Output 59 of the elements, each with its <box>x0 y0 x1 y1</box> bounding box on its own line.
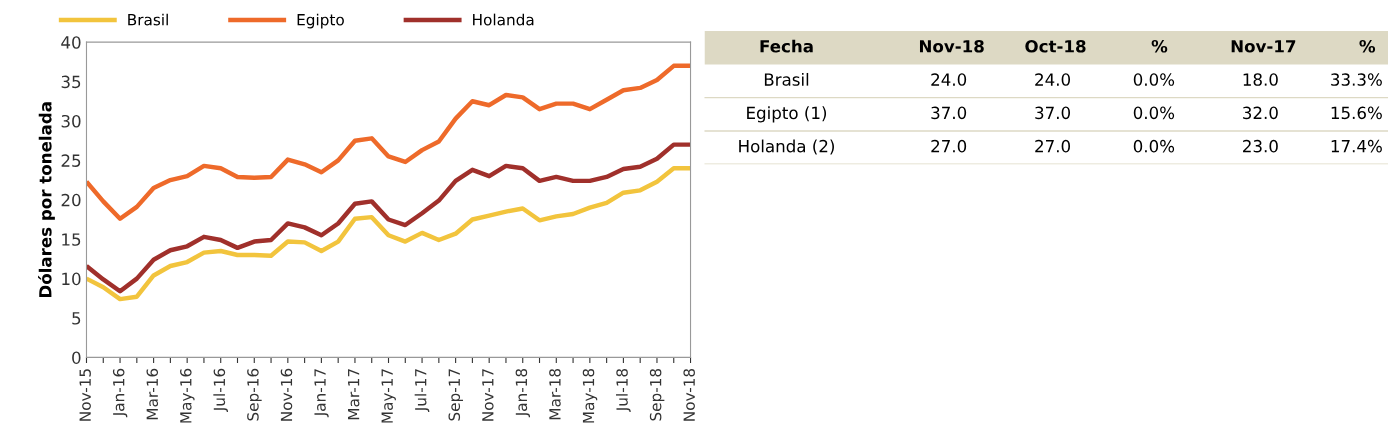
legend-label: Holanda <box>473 13 534 26</box>
y-tick-label: 0 <box>72 351 81 364</box>
x-tick-label: May-18 <box>582 368 598 423</box>
x-tick-label: Jul-16 <box>213 368 228 413</box>
text: 0.0% <box>1133 139 1175 153</box>
x-tick-label: Jan-16 <box>112 368 128 418</box>
x-tick-label: Mar-16 <box>146 368 159 420</box>
x-tick-label: Nov-15 <box>79 369 91 421</box>
text: 17.4% <box>1331 139 1382 153</box>
category-label: Nov-18 <box>919 39 984 53</box>
x-tick-label: Mar-18 <box>549 368 561 420</box>
x-tick-label: Jul-17 <box>414 369 430 413</box>
y-tick-label: 5 <box>72 312 81 325</box>
y-tick-label: 40 <box>61 36 81 49</box>
x-tick-label: Jul-18 <box>616 368 631 413</box>
y-tick-label: 20 <box>61 193 81 207</box>
category-label: Brasil <box>764 72 809 86</box>
x-tick-label: Sep-17 <box>448 369 464 421</box>
category-label: % <box>1359 39 1376 53</box>
text: 37.0 <box>1035 106 1071 120</box>
text: 15.6% <box>1331 106 1382 120</box>
x-tick-label: Nov-16 <box>280 368 293 421</box>
y-tick-label: 35 <box>61 75 81 89</box>
text: 24.0 <box>1035 73 1071 86</box>
category-label: Egipto (1) <box>747 106 827 123</box>
text: 27.0 <box>1035 139 1071 153</box>
x-tick-label: Jan-18 <box>515 368 531 418</box>
y-tick-label: 15 <box>62 233 81 246</box>
text: 33.3% <box>1331 73 1382 86</box>
category-label: Nov-17 <box>1231 40 1296 53</box>
x-tick-label: Nov-18 <box>683 368 695 421</box>
y-axis-title: Dólares por tonelada <box>38 102 55 298</box>
y-tick-label: 10 <box>62 272 81 286</box>
text: 27.0 <box>931 139 967 153</box>
line-series <box>86 63 691 221</box>
legend-label: Brasil <box>128 13 168 26</box>
category-label: Oct-18 <box>1025 39 1086 53</box>
y-tick-label: 30 <box>61 114 81 128</box>
line-series <box>86 166 691 302</box>
text: 18.0 <box>1243 73 1278 86</box>
x-tick-label: Nov-17 <box>482 369 494 421</box>
y-tick-label: 25 <box>61 154 81 167</box>
x-tick-label: Sep-16 <box>247 368 262 421</box>
category-label: Holanda (2) <box>739 139 834 155</box>
x-tick-label: Jan-17 <box>314 369 329 418</box>
text: 23.0 <box>1243 139 1278 153</box>
category-label: % <box>1151 39 1168 53</box>
legend-label: Egipto <box>297 13 344 29</box>
text: 24.0 <box>931 73 967 86</box>
text: 0.0% <box>1133 106 1175 120</box>
line-series <box>86 142 691 294</box>
x-tick-label: May-17 <box>381 369 396 423</box>
text: 32.0 <box>1243 106 1278 120</box>
category-label: Fecha <box>760 39 813 53</box>
x-tick-label: Sep-18 <box>649 368 665 421</box>
x-tick-label: Mar-17 <box>348 369 360 420</box>
x-tick-label: May-16 <box>180 368 195 423</box>
text: 37.0 <box>931 106 967 120</box>
text: 0.0% <box>1133 73 1175 86</box>
